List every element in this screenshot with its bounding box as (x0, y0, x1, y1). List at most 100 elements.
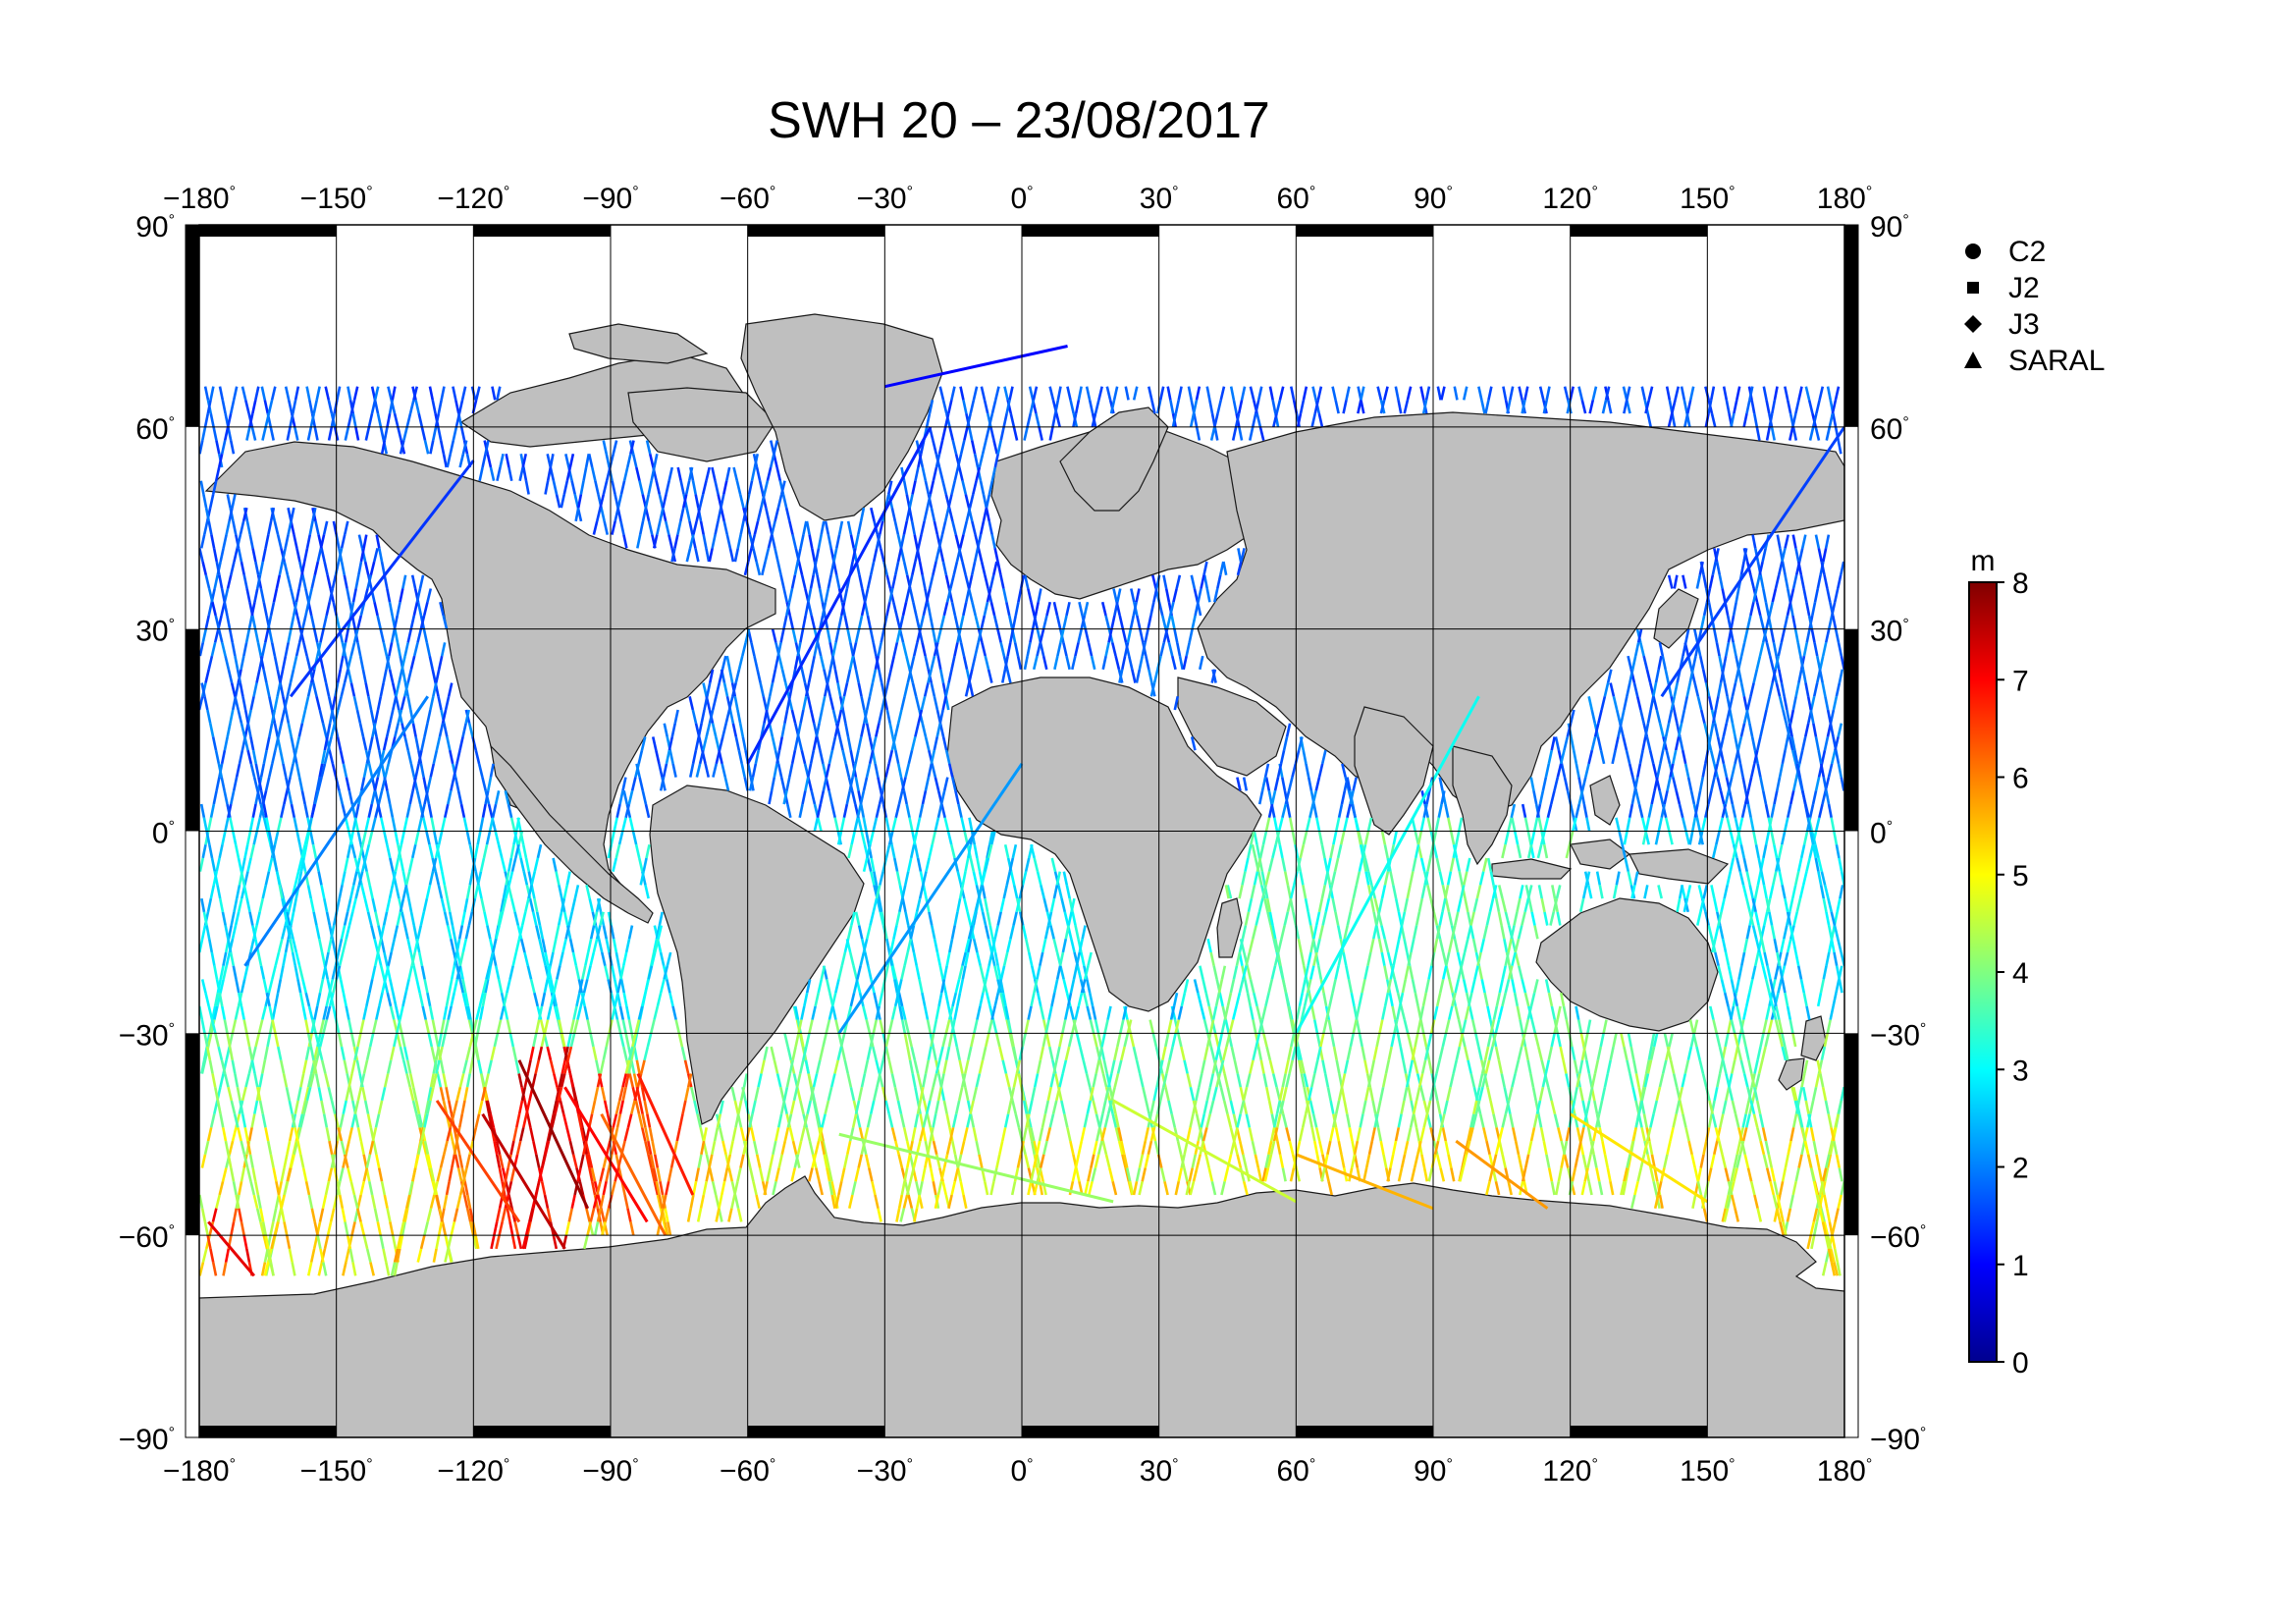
track-segment (388, 400, 395, 414)
track-segment (1756, 871, 1762, 886)
track-segment (828, 1181, 834, 1196)
track-segment (860, 831, 867, 845)
track-segment (444, 695, 451, 711)
track-segment (818, 1180, 824, 1196)
track-segment (464, 925, 471, 940)
track-segment (546, 1046, 553, 1061)
track-segment (914, 1086, 920, 1102)
track-segment (454, 777, 460, 791)
track-segment (255, 574, 262, 589)
track-segment (386, 588, 392, 603)
track-segment (566, 1033, 572, 1048)
track-segment (621, 1086, 627, 1102)
track-segment (599, 494, 606, 509)
track-segment (781, 494, 788, 509)
track-segment (738, 494, 745, 509)
track-segment (1754, 1073, 1761, 1088)
track-segment (458, 1073, 465, 1088)
track-segment (668, 749, 674, 765)
track-segment (251, 400, 257, 414)
track-segment (488, 817, 495, 832)
track-segment (1776, 777, 1782, 791)
track-segment (325, 601, 332, 617)
track-segment (431, 426, 438, 441)
track-segment (444, 1019, 450, 1034)
track-segment (274, 951, 281, 967)
track-segment (1836, 897, 1842, 913)
track-segment (641, 1113, 647, 1128)
track-segment (597, 938, 604, 953)
track-segment (688, 534, 695, 549)
track-segment (450, 777, 455, 791)
track-segment (315, 386, 321, 401)
track-segment (294, 588, 301, 603)
track-segment (417, 1113, 424, 1128)
track-segment (592, 911, 599, 926)
track-segment (350, 1059, 356, 1074)
track-segment (685, 507, 691, 522)
track-segment (269, 507, 276, 522)
track-segment (449, 749, 454, 765)
track-segment (538, 925, 545, 940)
track-segment (857, 925, 864, 940)
track-segment (253, 628, 260, 643)
track-segment (379, 426, 386, 441)
track-segment (544, 1140, 551, 1156)
track-segment (880, 911, 886, 926)
track-segment (762, 695, 769, 711)
track-segment (857, 817, 863, 832)
track-segment (535, 911, 542, 926)
track-segment (200, 925, 207, 940)
track-segment (932, 1140, 938, 1156)
track-segment (779, 777, 786, 791)
track-segment (388, 669, 395, 683)
track-segment (270, 709, 277, 724)
track-segment (414, 1154, 420, 1168)
track-segment (319, 628, 325, 643)
track-segment (645, 843, 651, 859)
track-segment (1792, 911, 1799, 926)
track-segment (218, 843, 224, 859)
track-segment (800, 574, 807, 589)
track-segment (682, 494, 688, 509)
track-segment (827, 534, 832, 549)
track-segment (908, 1059, 914, 1074)
track-segment (664, 1208, 669, 1222)
track-segment (1797, 749, 1804, 765)
track-segment (274, 992, 280, 1007)
track-segment (634, 843, 641, 859)
track-segment (417, 412, 424, 428)
track-segment (231, 1127, 238, 1142)
track-segment (605, 1140, 612, 1156)
satellite-tracks (199, 345, 1844, 1277)
track-segment (432, 682, 438, 697)
track-segment (460, 911, 466, 926)
track-segment (377, 1167, 384, 1182)
track-segment (240, 979, 246, 994)
track-segment (540, 992, 547, 1007)
track-segment (306, 817, 313, 832)
track-segment (721, 1140, 727, 1156)
track-segment (605, 1033, 611, 1048)
track-segment (395, 682, 400, 697)
track-segment (221, 1167, 228, 1182)
track-segment (287, 897, 294, 913)
track-segment (251, 615, 257, 629)
track-segment (724, 709, 731, 725)
track-segment (563, 1059, 569, 1074)
track-segment (348, 885, 355, 899)
track-segment (224, 817, 230, 832)
track-segment (596, 1073, 603, 1088)
track-segment (503, 1005, 509, 1020)
track-segment (1826, 1019, 1832, 1034)
track-segment (514, 1059, 520, 1074)
track-segment (473, 843, 479, 859)
track-segment (571, 1154, 578, 1168)
track-segment (443, 1005, 449, 1020)
track-segment (199, 1262, 205, 1276)
track-segment (279, 669, 285, 683)
track-segment (449, 440, 455, 455)
track-segment (317, 1262, 324, 1276)
track-segment (574, 507, 580, 522)
track-segment (328, 992, 335, 1007)
